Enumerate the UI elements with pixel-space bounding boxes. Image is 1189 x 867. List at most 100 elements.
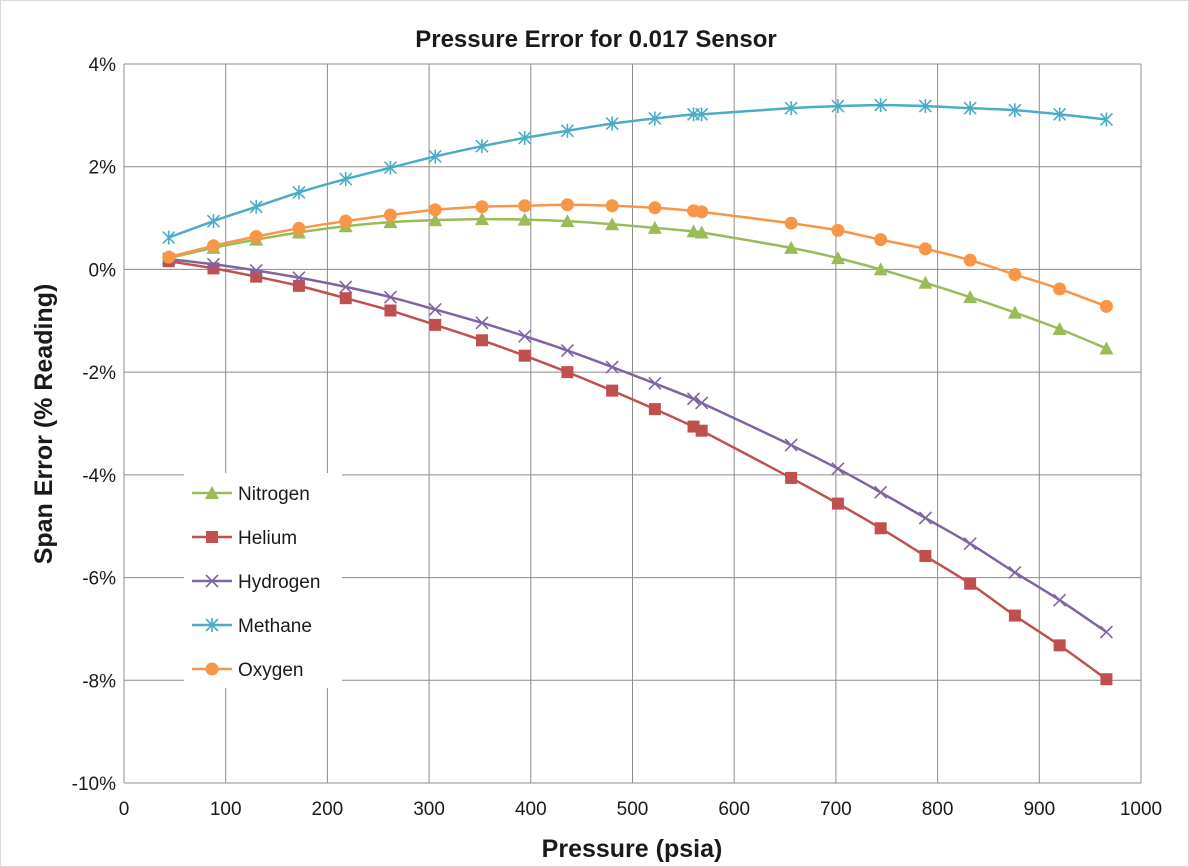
oxygen-point	[874, 233, 888, 247]
y-tick-label: -4%	[82, 466, 116, 487]
nitrogen-point	[383, 215, 398, 229]
y-axis-title: Span Error (% Reading)	[30, 284, 58, 565]
legend-swatch-marker	[205, 618, 219, 632]
hydrogen-point	[383, 290, 398, 304]
methane-line	[168, 103, 1107, 239]
helium-point	[518, 349, 531, 362]
oxygen-point	[206, 239, 220, 253]
nitrogen-point	[873, 262, 888, 276]
hydrogen-point	[1008, 565, 1022, 580]
y-tick-label: -6%	[82, 569, 116, 590]
oxygen-point	[784, 216, 798, 230]
oxygen-point	[648, 201, 662, 215]
methane-point	[560, 123, 574, 138]
oxygen-point	[963, 253, 977, 267]
nitrogen-point	[830, 251, 845, 265]
series-layer	[161, 98, 1114, 686]
x-tick-label: 1000	[1120, 799, 1162, 820]
helium-line	[168, 259, 1108, 681]
x-tick-label: 500	[617, 799, 649, 820]
helium-series	[162, 255, 1113, 686]
x-tick-label: 900	[1023, 799, 1055, 820]
methane-point	[518, 130, 532, 145]
methane-point	[918, 99, 932, 114]
x-tick-label: 800	[922, 799, 954, 820]
helium-point	[292, 279, 305, 292]
hydrogen-point	[292, 271, 306, 285]
oxygen-point	[1008, 268, 1022, 282]
oxygen-line	[168, 203, 1107, 308]
nitrogen-point	[1052, 322, 1067, 336]
hydrogen-point	[831, 462, 845, 476]
helium-point	[250, 270, 263, 283]
nitrogen-point	[694, 225, 709, 239]
oxygen-point	[518, 199, 532, 213]
helium-point	[1053, 639, 1066, 652]
legend-label: Helium	[238, 528, 297, 549]
helium-point	[1008, 609, 1021, 622]
y-tick-label: 2%	[89, 158, 117, 179]
hydrogen-point	[475, 316, 489, 330]
oxygen-point	[383, 208, 397, 222]
y-axis-ticks: 4% 2% 0% -2% -4% -6% -8% -10%	[72, 55, 116, 795]
legend: Nitrogen Helium Hydrogen Methane Oxygen	[184, 473, 342, 688]
oxygen-point	[560, 198, 574, 212]
methane-point	[1008, 103, 1022, 118]
oxygen-point	[249, 230, 263, 244]
oxygen-point	[428, 203, 442, 217]
hydrogen-point	[695, 396, 709, 410]
methane-point	[831, 99, 845, 114]
helium-point	[874, 522, 887, 535]
nitrogen-point	[474, 212, 489, 226]
x-axis-ticks: 0 100 200 300 400 500 600 700 800 900 1000	[119, 799, 1162, 820]
x-tick-label: 0	[119, 799, 130, 820]
oxygen-point	[475, 200, 489, 214]
methane-point	[648, 111, 662, 126]
methane-point	[874, 98, 888, 113]
legend-item-nitrogen: Nitrogen	[192, 484, 310, 505]
x-tick-label: 100	[210, 799, 242, 820]
methane-point	[162, 230, 176, 245]
oxygen-point	[162, 250, 176, 264]
hydrogen-point	[874, 485, 888, 499]
y-tick-label: -10%	[72, 774, 116, 795]
methane-point	[428, 149, 442, 164]
nitrogen-point	[1007, 305, 1022, 319]
oxygen-point	[339, 214, 353, 228]
hydrogen-point	[605, 360, 619, 374]
legend-label: Hydrogen	[238, 572, 320, 593]
methane-point	[339, 172, 353, 187]
legend-swatch-marker	[205, 574, 219, 588]
methane-point	[249, 199, 263, 214]
helium-point	[429, 318, 442, 331]
helium-point	[831, 497, 844, 510]
helium-point	[648, 403, 661, 416]
legend-label: Methane	[238, 616, 312, 637]
x-tick-label: 600	[718, 799, 750, 820]
legend-swatch-marker	[205, 486, 219, 499]
legend-label: Nitrogen	[238, 484, 310, 505]
hydrogen-point	[518, 329, 532, 343]
oxygen-point	[605, 199, 619, 213]
helium-point	[606, 384, 619, 397]
helium-point	[919, 550, 932, 563]
y-tick-label: -8%	[82, 671, 116, 692]
nitrogen-point	[784, 240, 799, 254]
nitrogen-point	[963, 290, 978, 304]
methane-point	[206, 214, 221, 229]
y-tick-label: 4%	[89, 55, 117, 76]
hydrogen-point	[686, 392, 701, 406]
hydrogen-point	[428, 302, 442, 317]
nitrogen-line	[168, 217, 1107, 350]
helium-point	[785, 471, 798, 484]
hydrogen-point	[648, 376, 662, 391]
oxygen-point	[695, 205, 709, 219]
gridlines	[123, 63, 1142, 784]
methane-point	[1099, 112, 1113, 127]
nitrogen-point	[605, 217, 620, 231]
x-axis-title: Pressure (psia)	[542, 835, 723, 863]
hydrogen-point	[784, 438, 798, 452]
methane-point	[292, 185, 306, 200]
oxygen-point	[831, 223, 845, 237]
